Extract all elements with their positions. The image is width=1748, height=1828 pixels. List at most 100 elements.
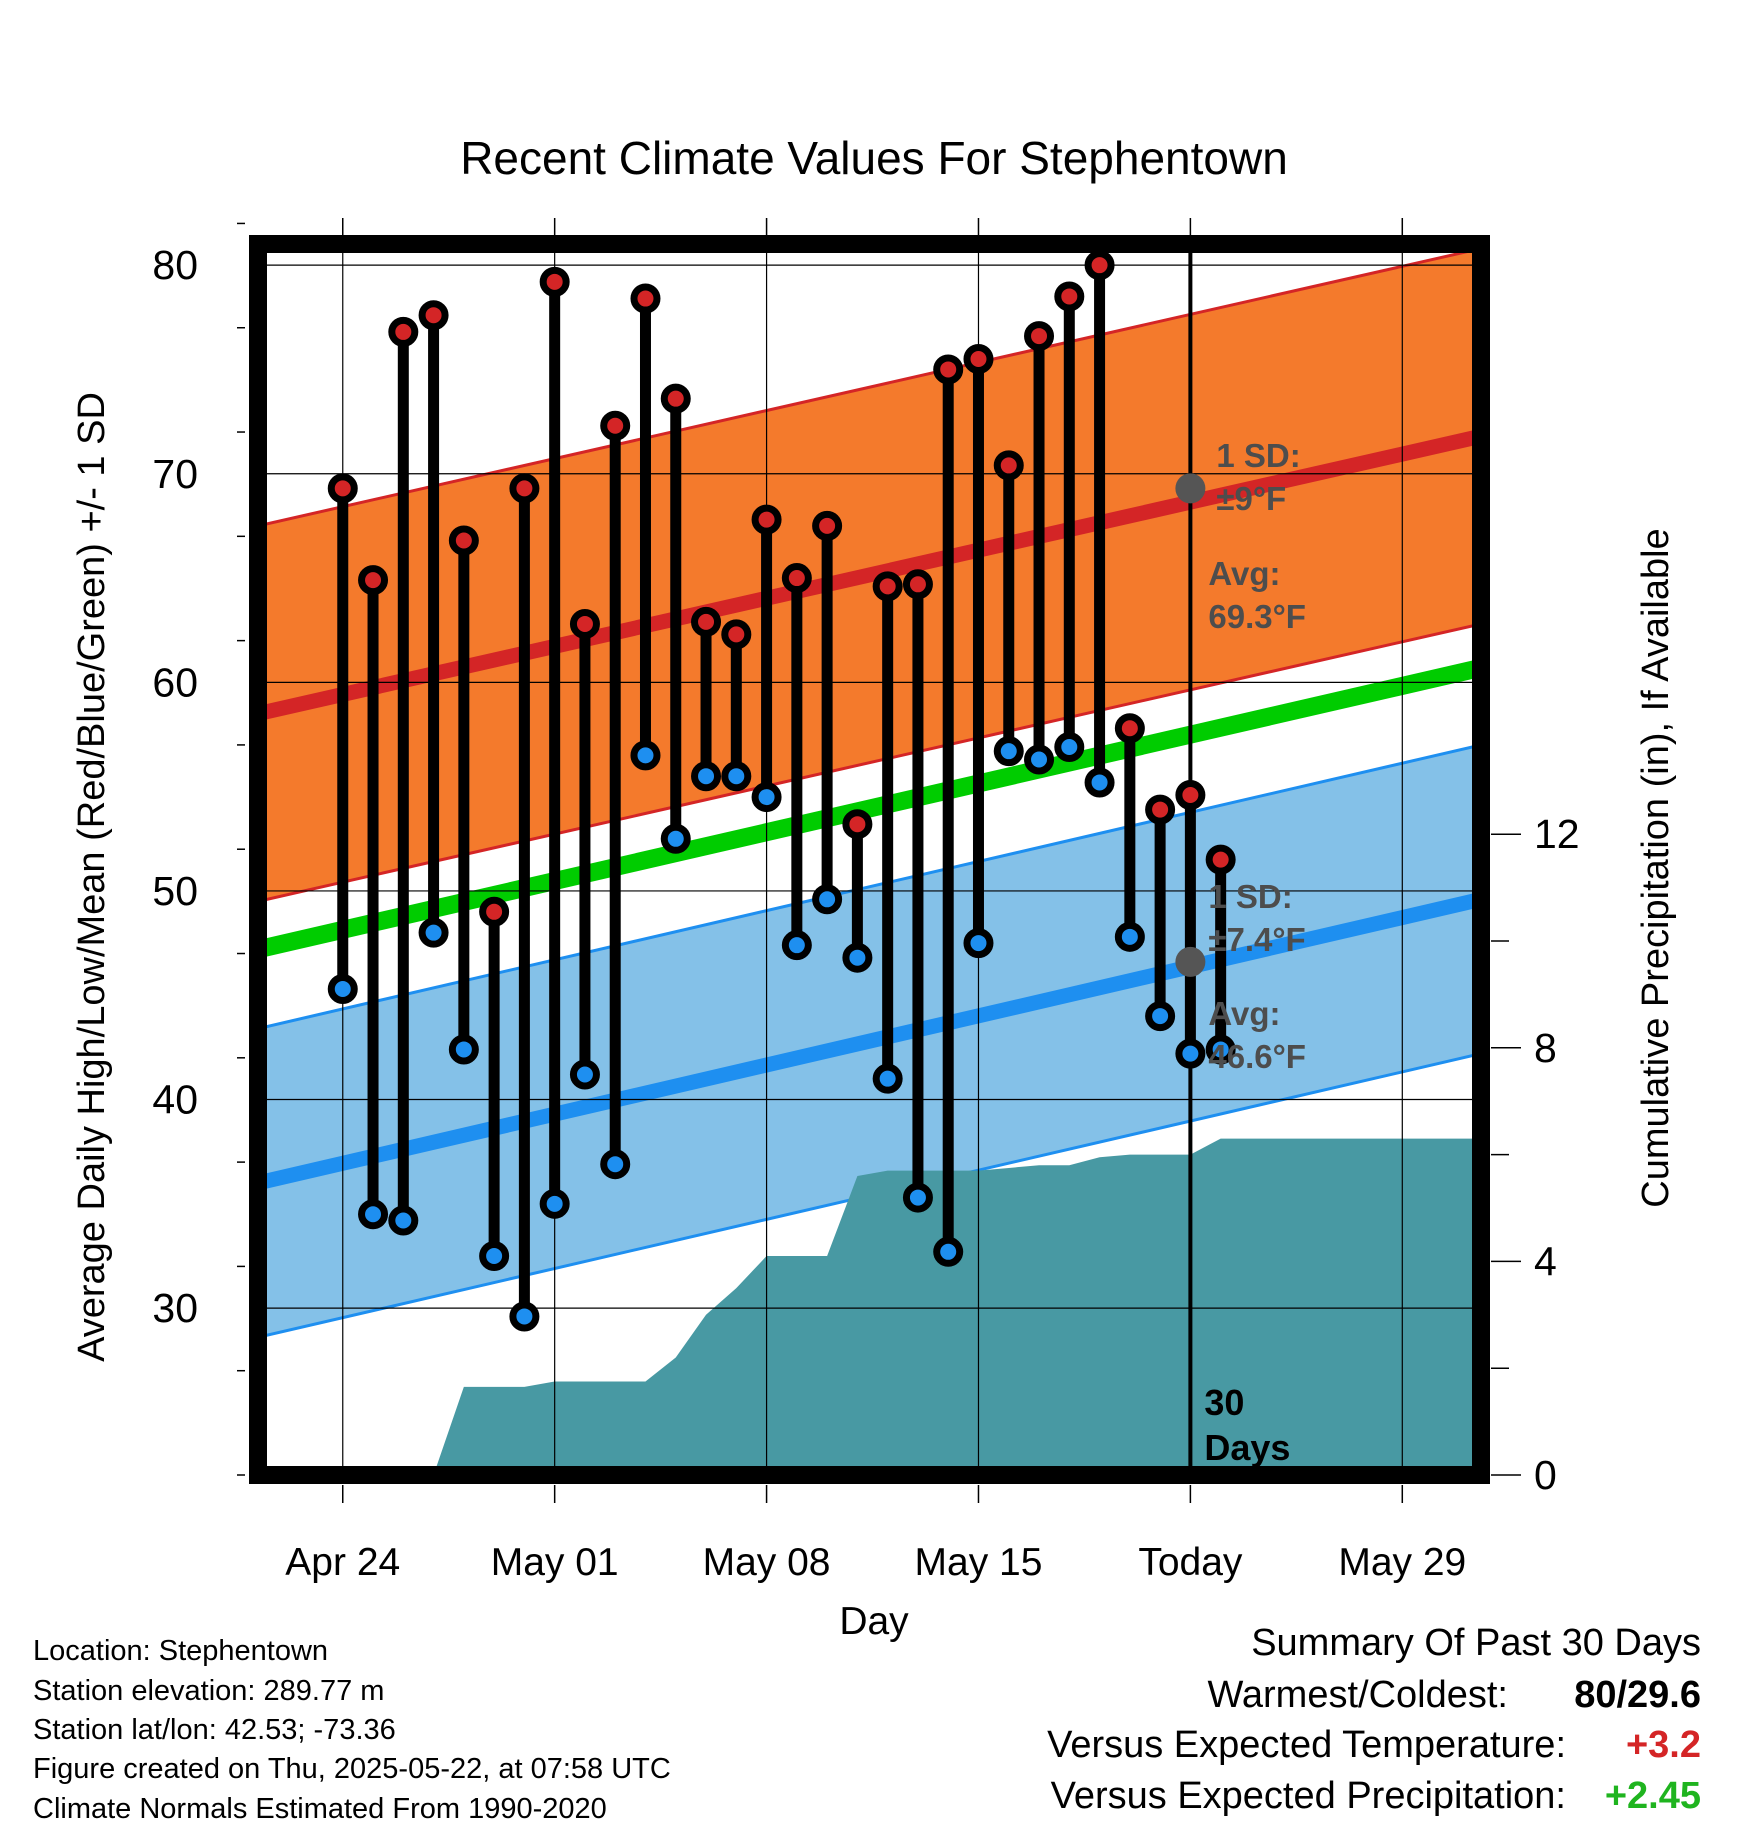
- high-temp-point: [1024, 321, 1055, 352]
- low-temp-point: [1054, 732, 1085, 763]
- summary-title: Summary Of Past 30 Days: [1251, 1622, 1701, 1664]
- low-temp-point: [418, 917, 449, 948]
- footer-created: Figure created on Thu, 2025-05-22, at 07…: [33, 1753, 671, 1785]
- low-temp-point: [630, 740, 661, 771]
- y-tick-label: 60: [152, 659, 198, 705]
- plot-frame: [249, 235, 1490, 1484]
- low-temp-point: [812, 884, 843, 915]
- high-temp-point: [963, 344, 994, 375]
- y2-tick-label: 4: [1534, 1238, 1557, 1284]
- footer-location: Location: Stephentown: [33, 1635, 329, 1667]
- high-temp-point: [1205, 844, 1236, 875]
- x-tick-label: May 01: [491, 1541, 619, 1584]
- high-temp-point: [1084, 250, 1115, 281]
- low-temp-point: [660, 823, 691, 854]
- y2-tick-label: 8: [1534, 1025, 1557, 1071]
- x-tick-label: May 29: [1338, 1541, 1466, 1584]
- x-axis-title: Day: [839, 1600, 909, 1643]
- low-temp-point: [539, 1188, 570, 1219]
- high-temp-point: [1175, 779, 1206, 810]
- high-temp-point: [448, 525, 479, 556]
- high-temp-point: [600, 410, 631, 441]
- low-normal-line: [258, 891, 1481, 1191]
- low-sd-label: 1 SD:: [1208, 878, 1292, 915]
- high-temp-point: [751, 504, 782, 535]
- low-temp-point: [448, 1034, 479, 1065]
- low-temp-point: [388, 1205, 419, 1236]
- high-temp-point: [1114, 713, 1145, 744]
- low-temp-point: [509, 1301, 540, 1332]
- period-label-unit: Days: [1204, 1427, 1290, 1468]
- low-temp-point: [781, 930, 812, 961]
- summary-temp-value: +3.2: [1625, 1724, 1701, 1766]
- high-avg-label: Avg:: [1208, 555, 1280, 592]
- high-sd-label: 1 SD:: [1216, 437, 1300, 474]
- high-temp-point: [691, 606, 722, 637]
- y-tick-label: 70: [152, 451, 198, 497]
- today-low-normal-marker: [1175, 946, 1206, 977]
- y2-tick-label: 12: [1534, 811, 1580, 857]
- y-tick-label: 40: [152, 1077, 198, 1123]
- x-tick-label: Apr 24: [285, 1541, 400, 1584]
- summary-precip-value: +2.45: [1604, 1775, 1701, 1817]
- low-temp-point: [842, 942, 873, 973]
- high-temp-point: [842, 809, 873, 840]
- high-band-upper-edge: [258, 247, 1481, 528]
- y-axis-title: Average Daily High/Low/Mean (Red/Blue/Gr…: [71, 392, 113, 1362]
- summary-temp-label: Versus Expected Temperature:: [1047, 1724, 1566, 1766]
- low-temp-point: [1175, 1038, 1206, 1069]
- low-temp-point: [600, 1149, 631, 1180]
- y2-axis-title: Cumulative Precipitation (in), If Availa…: [1635, 528, 1677, 1207]
- low-temp-point: [993, 736, 1024, 767]
- high-temp-point: [933, 354, 964, 385]
- high-temp-point: [327, 473, 358, 504]
- low-temp-point: [721, 761, 752, 792]
- low-temp-point: [902, 1182, 933, 1213]
- high-temp-point: [660, 383, 691, 414]
- high-temp-point: [539, 266, 570, 297]
- low-temp-point: [1024, 744, 1055, 775]
- high-temp-point: [872, 571, 903, 602]
- low-sd-value: ±7.4°F: [1208, 921, 1305, 958]
- today-high-normal-marker: [1175, 473, 1206, 504]
- cumulative-precip-area: [373, 1138, 1481, 1475]
- high-temp-point: [569, 608, 600, 639]
- low-avg-value: 46.6°F: [1208, 1038, 1306, 1075]
- low-temp-point: [1205, 1034, 1236, 1065]
- high-temp-point: [1145, 794, 1176, 825]
- y-tick-label: 80: [152, 242, 198, 288]
- high-sd-value: ±9°F: [1216, 480, 1286, 517]
- low-temp-point: [963, 928, 994, 959]
- summary-warmest-label: Warmest/Coldest:: [1207, 1674, 1508, 1716]
- low-temp-point: [872, 1063, 903, 1094]
- footer-latlon: Station lat/lon: 42.53; -73.36: [33, 1714, 396, 1746]
- high-temp-point: [1054, 281, 1085, 312]
- low-temp-point: [358, 1199, 389, 1230]
- x-tick-label: May 15: [915, 1541, 1043, 1584]
- high-temp-point: [781, 563, 812, 594]
- low-temp-point: [1114, 921, 1145, 952]
- low-avg-label: Avg:: [1208, 995, 1280, 1032]
- low-temp-point: [933, 1236, 964, 1267]
- high-temp-point: [509, 473, 540, 504]
- low-temp-point: [691, 761, 722, 792]
- low-temp-point: [1145, 1001, 1176, 1032]
- summary-precip-label: Versus Expected Precipitation:: [1050, 1775, 1566, 1817]
- footer-elevation: Station elevation: 289.77 m: [33, 1675, 385, 1707]
- high-temp-point: [902, 569, 933, 600]
- high-temp-point: [630, 283, 661, 314]
- high-temp-point: [358, 565, 389, 596]
- footer-normals: Climate Normals Estimated From 1990-2020: [33, 1793, 607, 1825]
- high-temp-point: [993, 450, 1024, 481]
- chart-title: Recent Climate Values For Stephentown: [460, 132, 1288, 184]
- y-tick-label: 30: [152, 1285, 198, 1331]
- period-label-number: 30: [1204, 1382, 1244, 1423]
- low-temp-point: [1084, 767, 1115, 798]
- y2-tick-label: 0: [1534, 1452, 1557, 1498]
- low-temp-point: [327, 973, 358, 1004]
- x-tick-label: May 08: [703, 1541, 831, 1584]
- low-temp-point: [751, 782, 782, 813]
